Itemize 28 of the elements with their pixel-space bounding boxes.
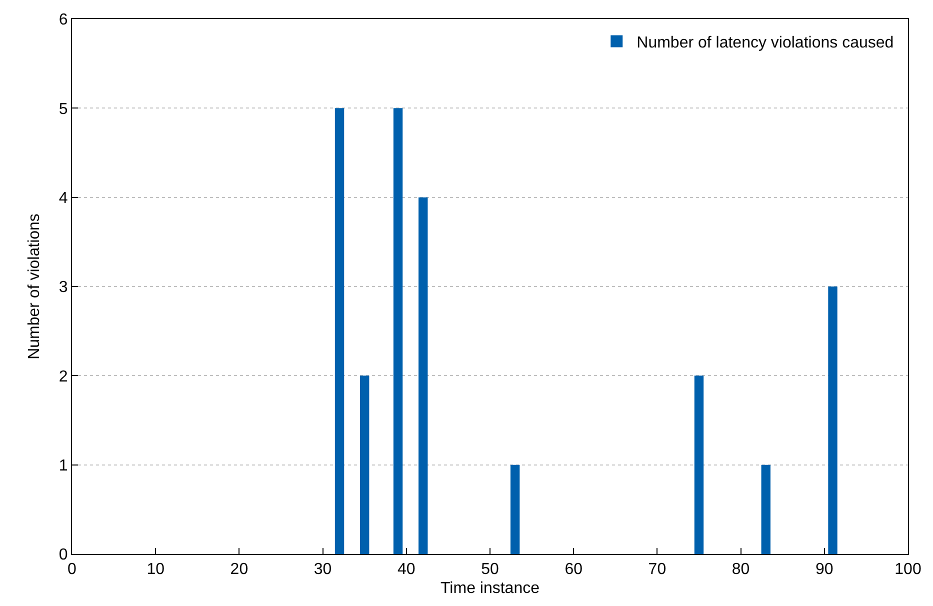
x-tick-label: 60 xyxy=(564,561,583,578)
bar xyxy=(334,108,344,554)
x-tick-label: 80 xyxy=(732,561,750,578)
x-tick-label: 50 xyxy=(481,561,499,578)
bar xyxy=(418,197,428,554)
y-tick-label: 4 xyxy=(58,190,68,207)
x-tick-label: 100 xyxy=(894,561,922,578)
y-tick-label: 3 xyxy=(58,279,68,296)
y-tick-label: 2 xyxy=(58,368,68,386)
bar xyxy=(694,376,704,554)
y-tick-label: 1 xyxy=(58,457,68,474)
x-tick-label: 70 xyxy=(648,561,666,578)
y-tick-label: 5 xyxy=(58,100,68,118)
bar xyxy=(360,376,370,554)
x-tick-label: 90 xyxy=(816,561,834,578)
x-tick-label: 10 xyxy=(146,561,165,578)
x-axis-title: Time instance xyxy=(440,580,540,597)
x-tick-label: 40 xyxy=(398,561,416,578)
bar xyxy=(828,286,838,554)
x-tick-label: 20 xyxy=(230,561,248,578)
bar xyxy=(510,464,520,554)
y-tick-label: 6 xyxy=(58,12,68,29)
x-tick-label: 30 xyxy=(314,561,332,578)
bar xyxy=(761,464,770,554)
bar xyxy=(393,108,403,554)
legend-label: Number of latency violations caused xyxy=(636,34,894,52)
y-tick-label: 0 xyxy=(58,546,68,564)
y-axis-title: Number of violations xyxy=(26,214,43,360)
